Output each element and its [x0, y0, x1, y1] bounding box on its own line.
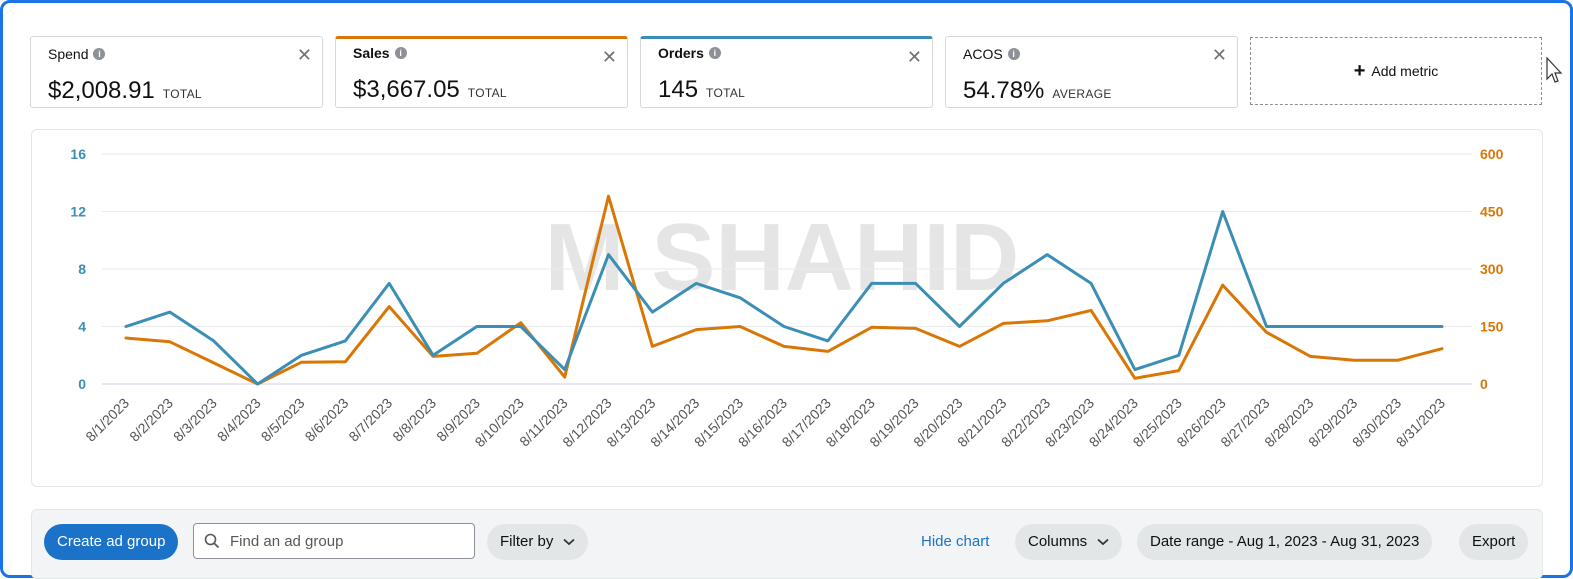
metric-card-orders[interactable]: Orders i ✕ 145 TOTAL — [640, 36, 933, 108]
info-icon[interactable]: i — [93, 48, 106, 60]
x-tick-label: 8/8/2023 — [389, 395, 439, 445]
x-tick-label: 8/1/2023 — [82, 395, 132, 445]
metric-label: Spend — [48, 46, 89, 62]
metric-label: ACOS — [963, 46, 1003, 62]
line-chart: M SHAHID 0 4 8 12 16 0 150 300 450 600 8/1/20238/2/… — [70, 146, 1504, 450]
y-left-tick-label: 4 — [78, 319, 86, 335]
metric-label: Sales — [353, 45, 390, 61]
date-range-button[interactable]: Date range - Aug 1, 2023 - Aug 31, 2023 — [1137, 524, 1433, 560]
close-icon[interactable]: ✕ — [1211, 45, 1227, 65]
ad-group-toolbar: Create ad group Filter by Hide chart Col… — [31, 509, 1543, 579]
columns-button[interactable]: Columns — [1015, 524, 1123, 560]
create-ad-group-button[interactable]: Create ad group — [44, 524, 179, 560]
x-tick-label: 8/4/2023 — [214, 395, 264, 445]
chevron-down-icon — [563, 538, 575, 546]
filter-by-label: Filter by — [500, 533, 554, 550]
search-input[interactable] — [228, 531, 462, 551]
metric-unit: TOTAL — [706, 86, 746, 100]
metric-card-acos[interactable]: ACOS i ✕ 54.78% AVERAGE — [945, 36, 1238, 108]
chart-panel: M SHAHID 0 4 8 12 16 0 150 300 450 600 8/1/2023 8/2/… — [31, 129, 1543, 487]
metric-unit: AVERAGE — [1052, 87, 1112, 101]
close-icon[interactable]: ✕ — [906, 47, 922, 67]
y-right-tick-label: 450 — [1480, 204, 1504, 220]
metric-label: Orders — [658, 45, 704, 61]
metric-value: 54.78% — [963, 77, 1045, 104]
info-icon[interactable]: i — [708, 47, 721, 59]
metric-card-spend[interactable]: Spend i ✕ $2,008.91 TOTAL — [30, 36, 323, 108]
y-left-tick-label: 12 — [70, 204, 86, 220]
series-line-orders — [124, 210, 1444, 386]
export-button[interactable]: Export — [1459, 524, 1529, 560]
close-icon[interactable]: ✕ — [296, 45, 312, 65]
metric-unit: TOTAL — [467, 86, 507, 100]
metric-unit: TOTAL — [162, 87, 202, 101]
y-left-tick-label: 16 — [70, 146, 86, 162]
y-left-tick-label: 0 — [78, 376, 86, 392]
info-icon[interactable]: i — [1007, 48, 1020, 60]
close-icon[interactable]: ✕ — [601, 47, 617, 67]
y-left-tick-label: 8 — [78, 261, 86, 277]
y-right-tick-label: 600 — [1480, 146, 1504, 162]
y-right-tick-label: 300 — [1480, 261, 1504, 277]
search-box[interactable] — [193, 523, 475, 559]
x-tick-label: 8/2/2023 — [126, 395, 176, 445]
metric-card-sales[interactable]: Sales i ✕ $3,667.05 TOTAL — [335, 36, 628, 108]
metric-value: $2,008.91 — [48, 77, 155, 104]
hide-chart-link[interactable]: Hide chart — [921, 533, 990, 550]
y-right-tick-label: 150 — [1480, 319, 1504, 335]
columns-label: Columns — [1028, 533, 1088, 550]
y-right-tick-label: 0 — [1480, 376, 1488, 392]
filter-by-button[interactable]: Filter by — [487, 524, 589, 560]
search-icon — [204, 533, 220, 549]
plus-icon: + — [1353, 60, 1366, 82]
x-tick-label: 8/3/2023 — [170, 395, 220, 445]
add-metric-button[interactable]: + Add metric — [1250, 37, 1542, 105]
x-tick-label: 8/6/2023 — [302, 395, 352, 445]
info-icon[interactable]: i — [394, 47, 407, 59]
watermark-text: M SHAHID — [545, 204, 1020, 311]
add-metric-label: Add metric — [1371, 63, 1439, 79]
mouse-cursor-icon — [1546, 57, 1563, 83]
metric-value: 145 — [658, 76, 699, 103]
x-tick-label: 8/7/2023 — [345, 395, 395, 445]
chevron-down-icon — [1097, 538, 1109, 546]
x-tick-label: 8/5/2023 — [258, 395, 308, 445]
series-line-sales — [124, 194, 1444, 386]
metric-value: $3,667.05 — [353, 76, 460, 103]
